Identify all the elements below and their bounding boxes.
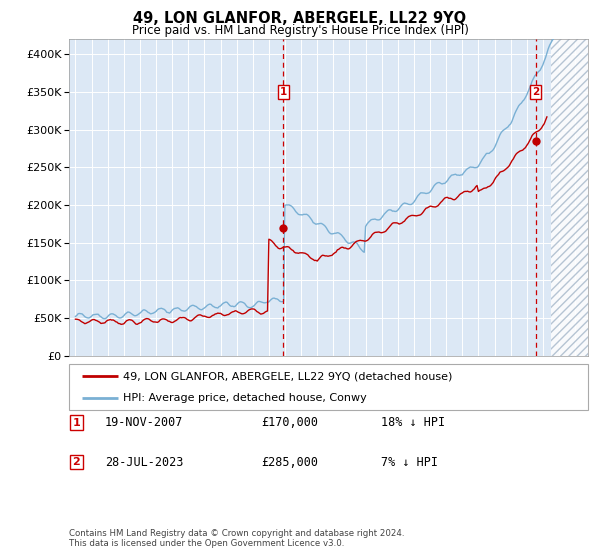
Text: 49, LON GLANFOR, ABERGELE, LL22 9YQ: 49, LON GLANFOR, ABERGELE, LL22 9YQ <box>133 11 467 26</box>
Text: 49, LON GLANFOR, ABERGELE, LL22 9YQ (detached house): 49, LON GLANFOR, ABERGELE, LL22 9YQ (det… <box>124 371 453 381</box>
Bar <box>551 39 600 356</box>
Text: 2: 2 <box>532 87 539 97</box>
Bar <box>551 39 600 356</box>
Text: 2: 2 <box>73 457 80 467</box>
Text: HPI: Average price, detached house, Conwy: HPI: Average price, detached house, Conw… <box>124 393 367 403</box>
FancyBboxPatch shape <box>69 364 588 410</box>
Text: Contains HM Land Registry data © Crown copyright and database right 2024.: Contains HM Land Registry data © Crown c… <box>69 529 404 538</box>
Text: 7% ↓ HPI: 7% ↓ HPI <box>381 455 438 469</box>
Text: 28-JUL-2023: 28-JUL-2023 <box>105 455 184 469</box>
Text: 1: 1 <box>280 87 287 97</box>
Text: £285,000: £285,000 <box>261 455 318 469</box>
Text: Price paid vs. HM Land Registry's House Price Index (HPI): Price paid vs. HM Land Registry's House … <box>131 24 469 36</box>
Text: £170,000: £170,000 <box>261 416 318 430</box>
Text: This data is licensed under the Open Government Licence v3.0.: This data is licensed under the Open Gov… <box>69 539 344 548</box>
Text: 19-NOV-2007: 19-NOV-2007 <box>105 416 184 430</box>
Text: 18% ↓ HPI: 18% ↓ HPI <box>381 416 445 430</box>
Text: 1: 1 <box>73 418 80 428</box>
